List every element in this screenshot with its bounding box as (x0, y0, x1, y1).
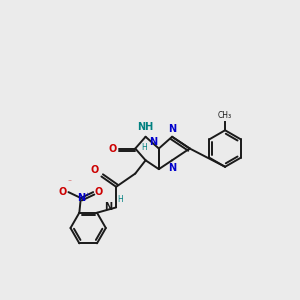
Text: N: N (149, 137, 158, 147)
Text: N: N (168, 163, 176, 173)
Text: O: O (94, 187, 103, 197)
Text: CH₃: CH₃ (218, 111, 232, 120)
Text: O: O (59, 187, 67, 197)
Text: NH: NH (137, 122, 154, 132)
Text: ⁻: ⁻ (68, 178, 72, 187)
Text: H: H (141, 142, 147, 152)
Text: O: O (109, 143, 117, 154)
Text: N: N (77, 193, 86, 203)
Text: O: O (91, 165, 99, 175)
Text: +: + (84, 192, 89, 197)
Text: N: N (104, 202, 112, 212)
Text: H: H (118, 196, 123, 205)
Text: N: N (168, 124, 176, 134)
